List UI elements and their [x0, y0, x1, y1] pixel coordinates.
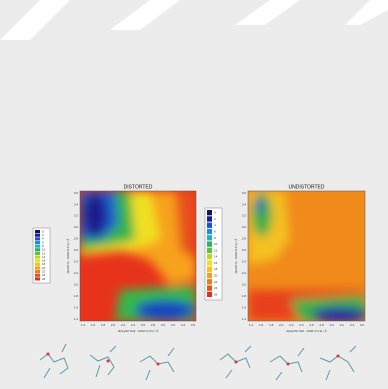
legend-label: 12 [214, 248, 218, 252]
legend-swatch [207, 248, 212, 253]
legend-swatch [207, 285, 212, 290]
y-tick-label: 3.0 [74, 225, 79, 229]
y-tick-label: 2.2 [74, 271, 79, 275]
y-tick-label: 2.8 [74, 237, 79, 241]
y-tick-label: 3.2 [242, 214, 247, 218]
y-tick-label: 3.6 [242, 191, 247, 195]
legend-swatch [207, 273, 212, 278]
x-axis-label: d(Asp52 Od2 - NAM O-C1) / Å [118, 328, 159, 333]
legend-label: 22 [214, 280, 218, 284]
x-tick-label: 1.6 [91, 323, 96, 327]
x-tick-label: 2.6 [309, 323, 314, 327]
y-tick-label: 1.6 [74, 305, 79, 309]
x-tick-label: 3.6 [191, 323, 196, 327]
y-tick-label: 2.6 [242, 248, 247, 252]
y-tick-label: 1.8 [74, 294, 79, 298]
legend-label: 26 [214, 292, 218, 296]
x-tick-label: 3.2 [340, 323, 345, 327]
y-tick-label: 2.8 [242, 237, 247, 241]
legend-swatch [35, 277, 40, 280]
x-axis-label: d(Asp52 Od2 - NAM O-C1) / Å [286, 328, 327, 333]
x-tick-label: 1.4 [81, 323, 86, 327]
legend-swatch [35, 248, 40, 251]
y-tick-label: 2.4 [242, 260, 247, 264]
contour-plot [248, 191, 368, 323]
legend-swatch [207, 235, 212, 240]
y-tick-label: 1.8 [242, 294, 247, 298]
y-tick-label: 1.4 [242, 317, 247, 321]
legend-swatch [35, 266, 40, 269]
legend-label: 16 [214, 261, 218, 265]
legend-swatch [207, 267, 212, 272]
x-tick-label: 1.8 [101, 323, 106, 327]
panel-title: DISTORTED [124, 184, 153, 190]
legend-label: 24 [214, 286, 218, 290]
y-tick-label: 3.0 [242, 225, 247, 229]
slide: DISTORTED 1.4 1.6 1.8 2.0 2.2 2.4 2.6 2.8 3.0 3.2 3… [0, 0, 388, 389]
x-tick-label: 2.0 [279, 323, 284, 327]
y-tick-label: 2.0 [74, 282, 79, 286]
y-axis-label: d(H2O O - NAM O-C1) / Å [233, 239, 238, 274]
y-tick-label: 1.6 [242, 305, 247, 309]
x-tick-label: 2.4 [299, 323, 304, 327]
legend-swatch [35, 230, 40, 233]
legend-swatch [35, 274, 40, 277]
legend-label: 26 [42, 277, 46, 281]
y-tick-label: 2.4 [74, 260, 79, 264]
x-tick-label: 2.2 [289, 323, 294, 327]
legend-label: 14 [214, 255, 218, 259]
legend-swatch [207, 241, 212, 246]
legend-swatch [207, 292, 212, 297]
legend-swatch [207, 210, 212, 215]
x-tick-label: 2.6 [141, 323, 146, 327]
legend-swatch [207, 260, 212, 265]
y-tick-label: 3.6 [74, 191, 79, 195]
legend-swatch [35, 237, 40, 240]
legend-swatch [35, 241, 40, 244]
legend-swatch [35, 270, 40, 273]
y-axis-label: d(H2O O - NAM O-C1) / Å [65, 239, 70, 274]
x-tick-label: 2.0 [111, 323, 116, 327]
legend-swatch [207, 216, 212, 221]
legend-swatch [207, 279, 212, 284]
x-tick-label: 3.2 [171, 323, 176, 327]
legend-swatch [207, 223, 212, 228]
y-tick-label: 3.4 [74, 202, 79, 206]
legend-swatch [207, 254, 212, 259]
x-tick-label: 1.6 [259, 323, 264, 327]
x-tick-label: 2.4 [131, 323, 136, 327]
x-tick-label: 2.2 [121, 323, 126, 327]
contour-plot [80, 191, 196, 321]
y-tick-label: 3.2 [74, 214, 79, 218]
x-tick-label: 3.4 [350, 323, 355, 327]
x-tick-label: 3.4 [181, 323, 186, 327]
y-tick-label: 2.6 [74, 248, 79, 252]
legend-swatch [35, 259, 40, 262]
y-tick-label: 1.4 [74, 317, 79, 321]
legend-label: 20 [214, 273, 218, 277]
x-tick-label: 3.0 [161, 323, 166, 327]
legend-swatch [35, 234, 40, 237]
legend-swatch [35, 263, 40, 266]
legend-swatch [35, 245, 40, 248]
y-tick-label: 2.0 [242, 282, 247, 286]
x-tick-label: 1.8 [269, 323, 274, 327]
legend-label: 18 [214, 267, 218, 271]
x-tick-label: 3.6 [360, 323, 365, 327]
x-tick-label: 2.8 [151, 323, 156, 327]
legend-swatch [207, 229, 212, 234]
legend-swatch [35, 252, 40, 255]
page: DISTORTED 1.4 1.6 1.8 2.0 2.2 2.4 2.6 2.8 3.0 3.2 3… [0, 0, 388, 389]
y-tick-label: 2.2 [242, 271, 247, 275]
x-tick-label: 2.8 [320, 323, 325, 327]
panel-title: UNDISTORTED [289, 184, 325, 190]
x-tick-label: 1.4 [249, 323, 254, 327]
x-tick-label: 3.0 [330, 323, 335, 327]
y-tick-label: 3.4 [242, 202, 247, 206]
legend-label: 10 [214, 242, 218, 246]
legend-swatch [35, 256, 40, 259]
